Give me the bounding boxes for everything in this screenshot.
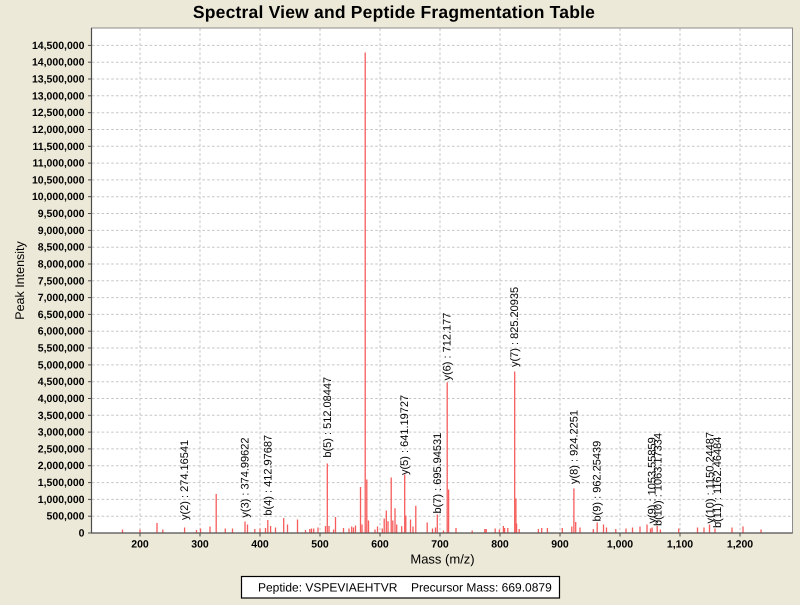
svg-text:900: 900 [551, 539, 569, 551]
svg-text:4,000,000: 4,000,000 [38, 393, 85, 405]
svg-text:1,000,000: 1,000,000 [38, 494, 85, 506]
svg-text:y(10) : 1150.24487: y(10) : 1150.24487 [704, 432, 716, 524]
svg-text:y(7) : 825.20935: y(7) : 825.20935 [509, 287, 521, 367]
svg-text:12,500,000: 12,500,000 [32, 107, 85, 119]
svg-text:y(8) : 924.2251: y(8) : 924.2251 [568, 410, 580, 484]
svg-text:13,500,000: 13,500,000 [32, 74, 85, 86]
svg-text:2,500,000: 2,500,000 [38, 443, 85, 455]
svg-text:b(5) : 512.08447: b(5) : 512.08447 [322, 377, 334, 458]
svg-text:11,500,000: 11,500,000 [33, 141, 85, 153]
svg-text:500: 500 [311, 539, 329, 551]
svg-text:12,000,000: 12,000,000 [32, 124, 85, 136]
svg-text:1,000: 1,000 [607, 539, 633, 551]
svg-text:0: 0 [79, 528, 85, 540]
svg-text:y(9) : 1053.55859: y(9) : 1053.55859 [647, 437, 659, 523]
svg-text:Peak Intensity: Peak Intensity [13, 240, 27, 319]
svg-text:6,000,000: 6,000,000 [38, 326, 85, 338]
svg-text:y(2) : 274.16541: y(2) : 274.16541 [179, 440, 191, 520]
svg-text:1,200: 1,200 [727, 539, 753, 551]
svg-text:11,000,000: 11,000,000 [33, 158, 85, 170]
svg-text:500,000: 500,000 [47, 511, 85, 523]
svg-text:3,500,000: 3,500,000 [38, 410, 85, 422]
svg-text:y(6) : 712.177: y(6) : 712.177 [442, 313, 454, 381]
svg-text:Peptide: VSPEVIAEHTVR: Peptide: VSPEVIAEHTVR [258, 581, 398, 595]
svg-text:8,500,000: 8,500,000 [38, 242, 85, 254]
svg-text:y(5) : 641.19727: y(5) : 641.19727 [399, 395, 411, 475]
svg-text:2,000,000: 2,000,000 [38, 460, 85, 472]
svg-text:7,000,000: 7,000,000 [38, 292, 85, 304]
svg-text:Mass (m/z): Mass (m/z) [410, 552, 474, 567]
svg-text:y(3) : 374.99622: y(3) : 374.99622 [240, 437, 252, 517]
svg-text:5,000,000: 5,000,000 [38, 359, 85, 371]
svg-text:10,000,000: 10,000,000 [32, 191, 85, 203]
svg-text:1,100: 1,100 [667, 539, 693, 551]
svg-text:Spectral View and Peptide Frag: Spectral View and Peptide Fragmentation … [193, 2, 595, 22]
svg-text:9,000,000: 9,000,000 [38, 225, 85, 237]
svg-text:b(11) : 1162.46484: b(11) : 1162.46484 [712, 437, 724, 528]
svg-text:6,500,000: 6,500,000 [38, 309, 85, 321]
svg-text:5,500,000: 5,500,000 [38, 343, 85, 355]
svg-text:7,500,000: 7,500,000 [38, 275, 85, 287]
svg-text:4,500,000: 4,500,000 [38, 376, 85, 388]
svg-text:700: 700 [431, 539, 449, 551]
svg-text:800: 800 [491, 539, 509, 551]
svg-text:Precursor Mass: 669.0879: Precursor Mass: 669.0879 [411, 581, 552, 595]
svg-text:400: 400 [251, 539, 269, 551]
svg-text:b(9) : 962.25439: b(9) : 962.25439 [592, 441, 604, 522]
svg-text:3,000,000: 3,000,000 [38, 427, 85, 439]
svg-text:300: 300 [191, 539, 209, 551]
svg-text:10,500,000: 10,500,000 [32, 174, 85, 186]
svg-text:14,500,000: 14,500,000 [32, 40, 85, 52]
svg-text:b(4) : 412.97687: b(4) : 412.97687 [262, 435, 274, 516]
svg-text:1,500,000: 1,500,000 [38, 477, 85, 489]
svg-text:8,000,000: 8,000,000 [38, 259, 85, 271]
svg-text:13,000,000: 13,000,000 [32, 90, 85, 102]
svg-text:b(7) : 695.94531: b(7) : 695.94531 [432, 433, 444, 514]
svg-text:200: 200 [131, 539, 149, 551]
svg-text:14,000,000: 14,000,000 [32, 57, 85, 69]
svg-text:9,500,000: 9,500,000 [38, 208, 85, 220]
svg-text:b(10) : 1063.17334: b(10) : 1063.17334 [652, 433, 664, 526]
svg-text:600: 600 [371, 539, 389, 551]
